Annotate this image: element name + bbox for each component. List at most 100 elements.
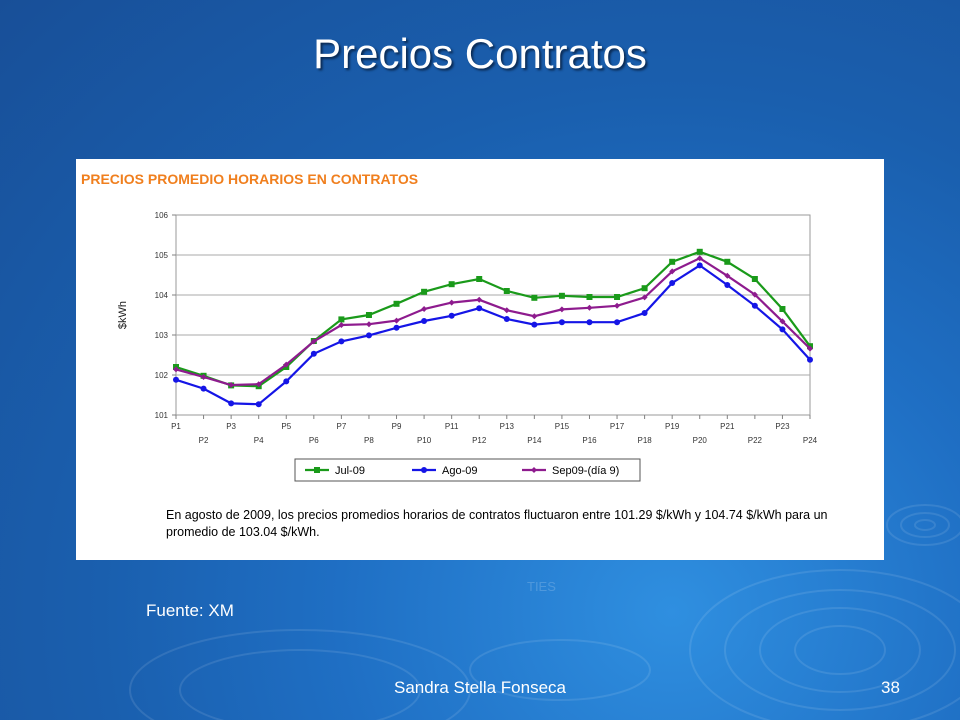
x-tick-label: P3 <box>226 422 236 431</box>
data-point <box>255 381 262 388</box>
legend-marker <box>531 467 537 473</box>
data-point <box>641 310 648 316</box>
data-point <box>200 385 207 392</box>
data-point <box>228 400 235 407</box>
data-point <box>669 268 676 275</box>
data-point <box>558 306 565 313</box>
y-axis-label: $kWh <box>117 301 129 329</box>
chart-caption: En agosto de 2009, los precios promedios… <box>166 508 828 539</box>
legend-box <box>294 458 641 482</box>
data-point <box>669 280 676 286</box>
data-point <box>751 276 758 282</box>
data-point <box>476 305 483 312</box>
legend-marker <box>421 467 427 473</box>
data-point <box>531 313 538 320</box>
data-point <box>200 374 207 380</box>
chart-panel: PRECIOS PROMEDIO HORARIOS EN CONTRATOS 1… <box>76 159 884 560</box>
data-point <box>283 361 290 368</box>
data-point <box>669 258 676 265</box>
x-tick-label: P24 <box>803 436 818 445</box>
data-point <box>614 294 621 300</box>
data-point <box>255 401 262 408</box>
x-tick-label: P1 <box>171 422 181 431</box>
y-tick-label: 102 <box>155 371 169 380</box>
x-tick-label: P21 <box>720 422 735 431</box>
legend-label: Ago-09 <box>442 465 477 477</box>
data-point <box>228 382 235 388</box>
data-point <box>310 338 317 345</box>
x-tick-label: P7 <box>336 422 346 431</box>
data-point <box>641 294 648 301</box>
data-point <box>421 318 428 324</box>
data-point <box>338 338 345 345</box>
x-tick-label: P20 <box>693 436 708 445</box>
data-point <box>338 322 345 328</box>
y-tick-label: 105 <box>155 251 169 260</box>
data-point <box>807 345 813 352</box>
data-point <box>724 258 731 265</box>
data-point <box>724 282 731 288</box>
price-line-chart: 101 102 103 104 105 106 P1 P2 P3 P4 P5 P6 P7 P8 P9 P10 P… <box>117 211 818 482</box>
data-point <box>448 312 455 319</box>
data-point <box>365 332 372 339</box>
data-point <box>641 285 648 292</box>
data-point <box>586 319 593 326</box>
data-point <box>724 272 731 279</box>
chart-heading: PRECIOS PROMEDIO HORARIOS EN CONTRATOS <box>81 171 419 187</box>
x-tick-label: P8 <box>364 436 374 445</box>
x-tick-label: P6 <box>309 436 319 445</box>
data-point <box>173 366 179 373</box>
data-point <box>558 292 565 299</box>
x-tick-label: P14 <box>527 436 542 445</box>
data-point <box>531 294 538 301</box>
data-point <box>365 312 372 318</box>
x-tick-label: P12 <box>472 436 487 445</box>
x-tick-label: P10 <box>417 436 432 445</box>
data-point <box>696 255 703 262</box>
data-point <box>696 248 703 255</box>
data-point <box>421 306 428 312</box>
x-tick-label: P13 <box>500 422 515 431</box>
data-point <box>586 304 593 311</box>
y-tick-label: 103 <box>155 331 169 340</box>
data-point <box>503 316 510 322</box>
data-point <box>476 276 483 282</box>
x-tick-label: P17 <box>610 422 625 431</box>
footer-author: Sandra Stella Fonseca <box>394 678 566 697</box>
data-point <box>614 302 621 309</box>
data-point <box>751 302 758 309</box>
slide-title: Precios Contratos <box>313 30 647 77</box>
data-point <box>173 376 179 383</box>
data-point <box>503 288 510 294</box>
data-point <box>476 296 483 303</box>
x-tick-label: P18 <box>637 436 652 445</box>
data-point <box>807 356 813 363</box>
x-tick-label: P23 <box>775 422 790 431</box>
x-tick-label: P4 <box>254 436 264 445</box>
x-tick-label: P15 <box>555 422 570 431</box>
data-point <box>283 378 290 385</box>
source-note: Fuente: XM <box>146 601 234 620</box>
series-line <box>175 256 811 387</box>
data-point <box>696 262 703 269</box>
data-point <box>393 300 400 307</box>
legend-label: Sep09-(día 9) <box>552 465 619 477</box>
data-point <box>393 317 400 324</box>
x-tick-label: P2 <box>199 436 209 445</box>
data-point <box>779 318 786 325</box>
data-point <box>614 319 621 326</box>
x-tick-label: P19 <box>665 422 680 431</box>
data-point <box>448 281 455 288</box>
plot-area-border <box>175 214 811 416</box>
x-tick-label: P11 <box>445 422 459 431</box>
data-point <box>586 294 593 300</box>
data-point <box>751 291 758 298</box>
y-tick-label: 104 <box>155 291 169 300</box>
data-point <box>779 326 786 333</box>
data-point <box>558 319 565 326</box>
y-tick-label: 106 <box>155 211 169 220</box>
series-line <box>175 250 811 388</box>
x-tick-label: P5 <box>281 422 291 431</box>
data-point <box>421 288 428 295</box>
